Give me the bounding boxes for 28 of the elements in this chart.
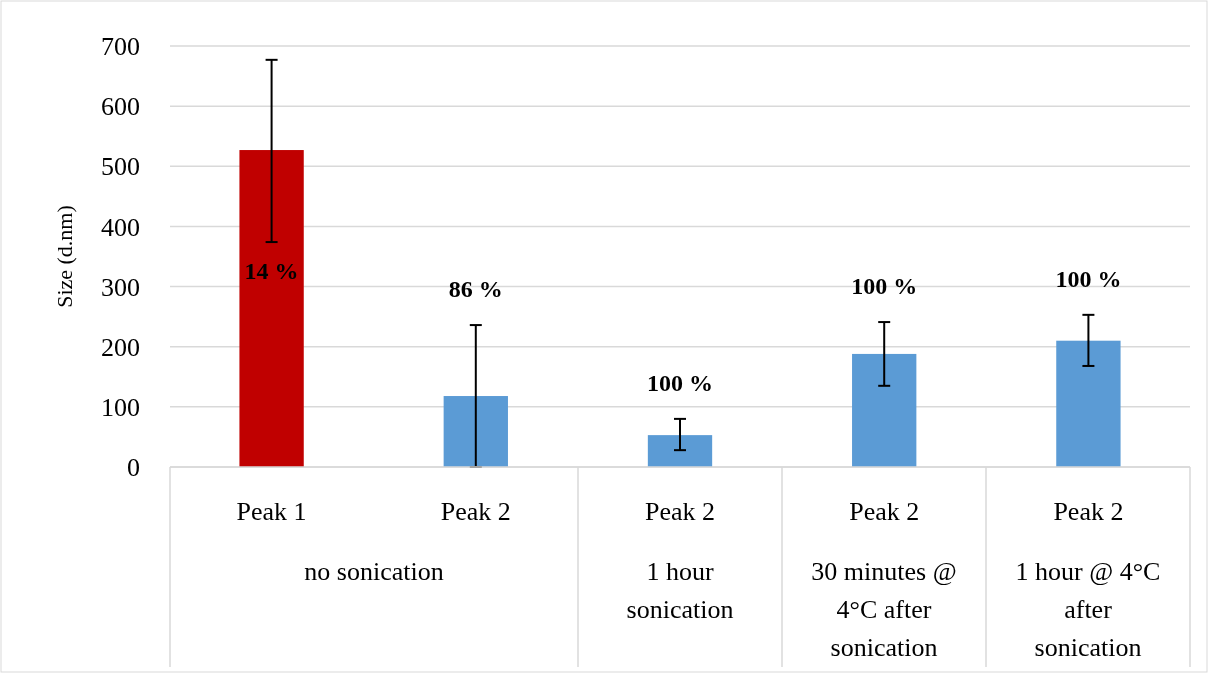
y-tick-label: 400 xyxy=(101,212,140,242)
x-tick-label: Peak 2 xyxy=(644,497,716,526)
x-tick-label: Peak 2 xyxy=(849,497,920,526)
y-tick-label: 500 xyxy=(101,152,140,182)
y-tick-label: 600 xyxy=(101,92,140,122)
y-tick-label: 0 xyxy=(127,453,140,483)
x-tick-label: Peak 2 xyxy=(1053,497,1124,526)
text: 1 hour @ 4°C after sonication xyxy=(1015,557,1161,662)
bar xyxy=(852,353,917,467)
x-tick-label: Peak 2 xyxy=(440,497,511,526)
annotation: 100 % xyxy=(647,369,713,396)
bar xyxy=(1056,340,1121,467)
y-tick-label: 700 xyxy=(101,32,140,62)
y-tick-label: 200 xyxy=(101,332,140,362)
text: no sonication xyxy=(304,557,444,586)
bar xyxy=(443,396,508,467)
annotation: 86 % xyxy=(448,276,503,303)
y-tick-label: 100 xyxy=(101,392,140,422)
annotation: 100 % xyxy=(851,273,918,300)
y-tick-label: 300 xyxy=(101,272,140,302)
text: 1 hour sonication xyxy=(626,557,734,624)
x-tick-label: Peak 1 xyxy=(236,497,307,526)
bar xyxy=(239,150,304,467)
text: 30 minutes @ 4°C after sonication xyxy=(811,557,957,662)
y-axis-title: Size (d.nm) xyxy=(52,205,77,308)
annotation: 100 % xyxy=(1055,265,1122,292)
annotation: 14 % xyxy=(244,257,299,284)
bar xyxy=(647,435,713,467)
